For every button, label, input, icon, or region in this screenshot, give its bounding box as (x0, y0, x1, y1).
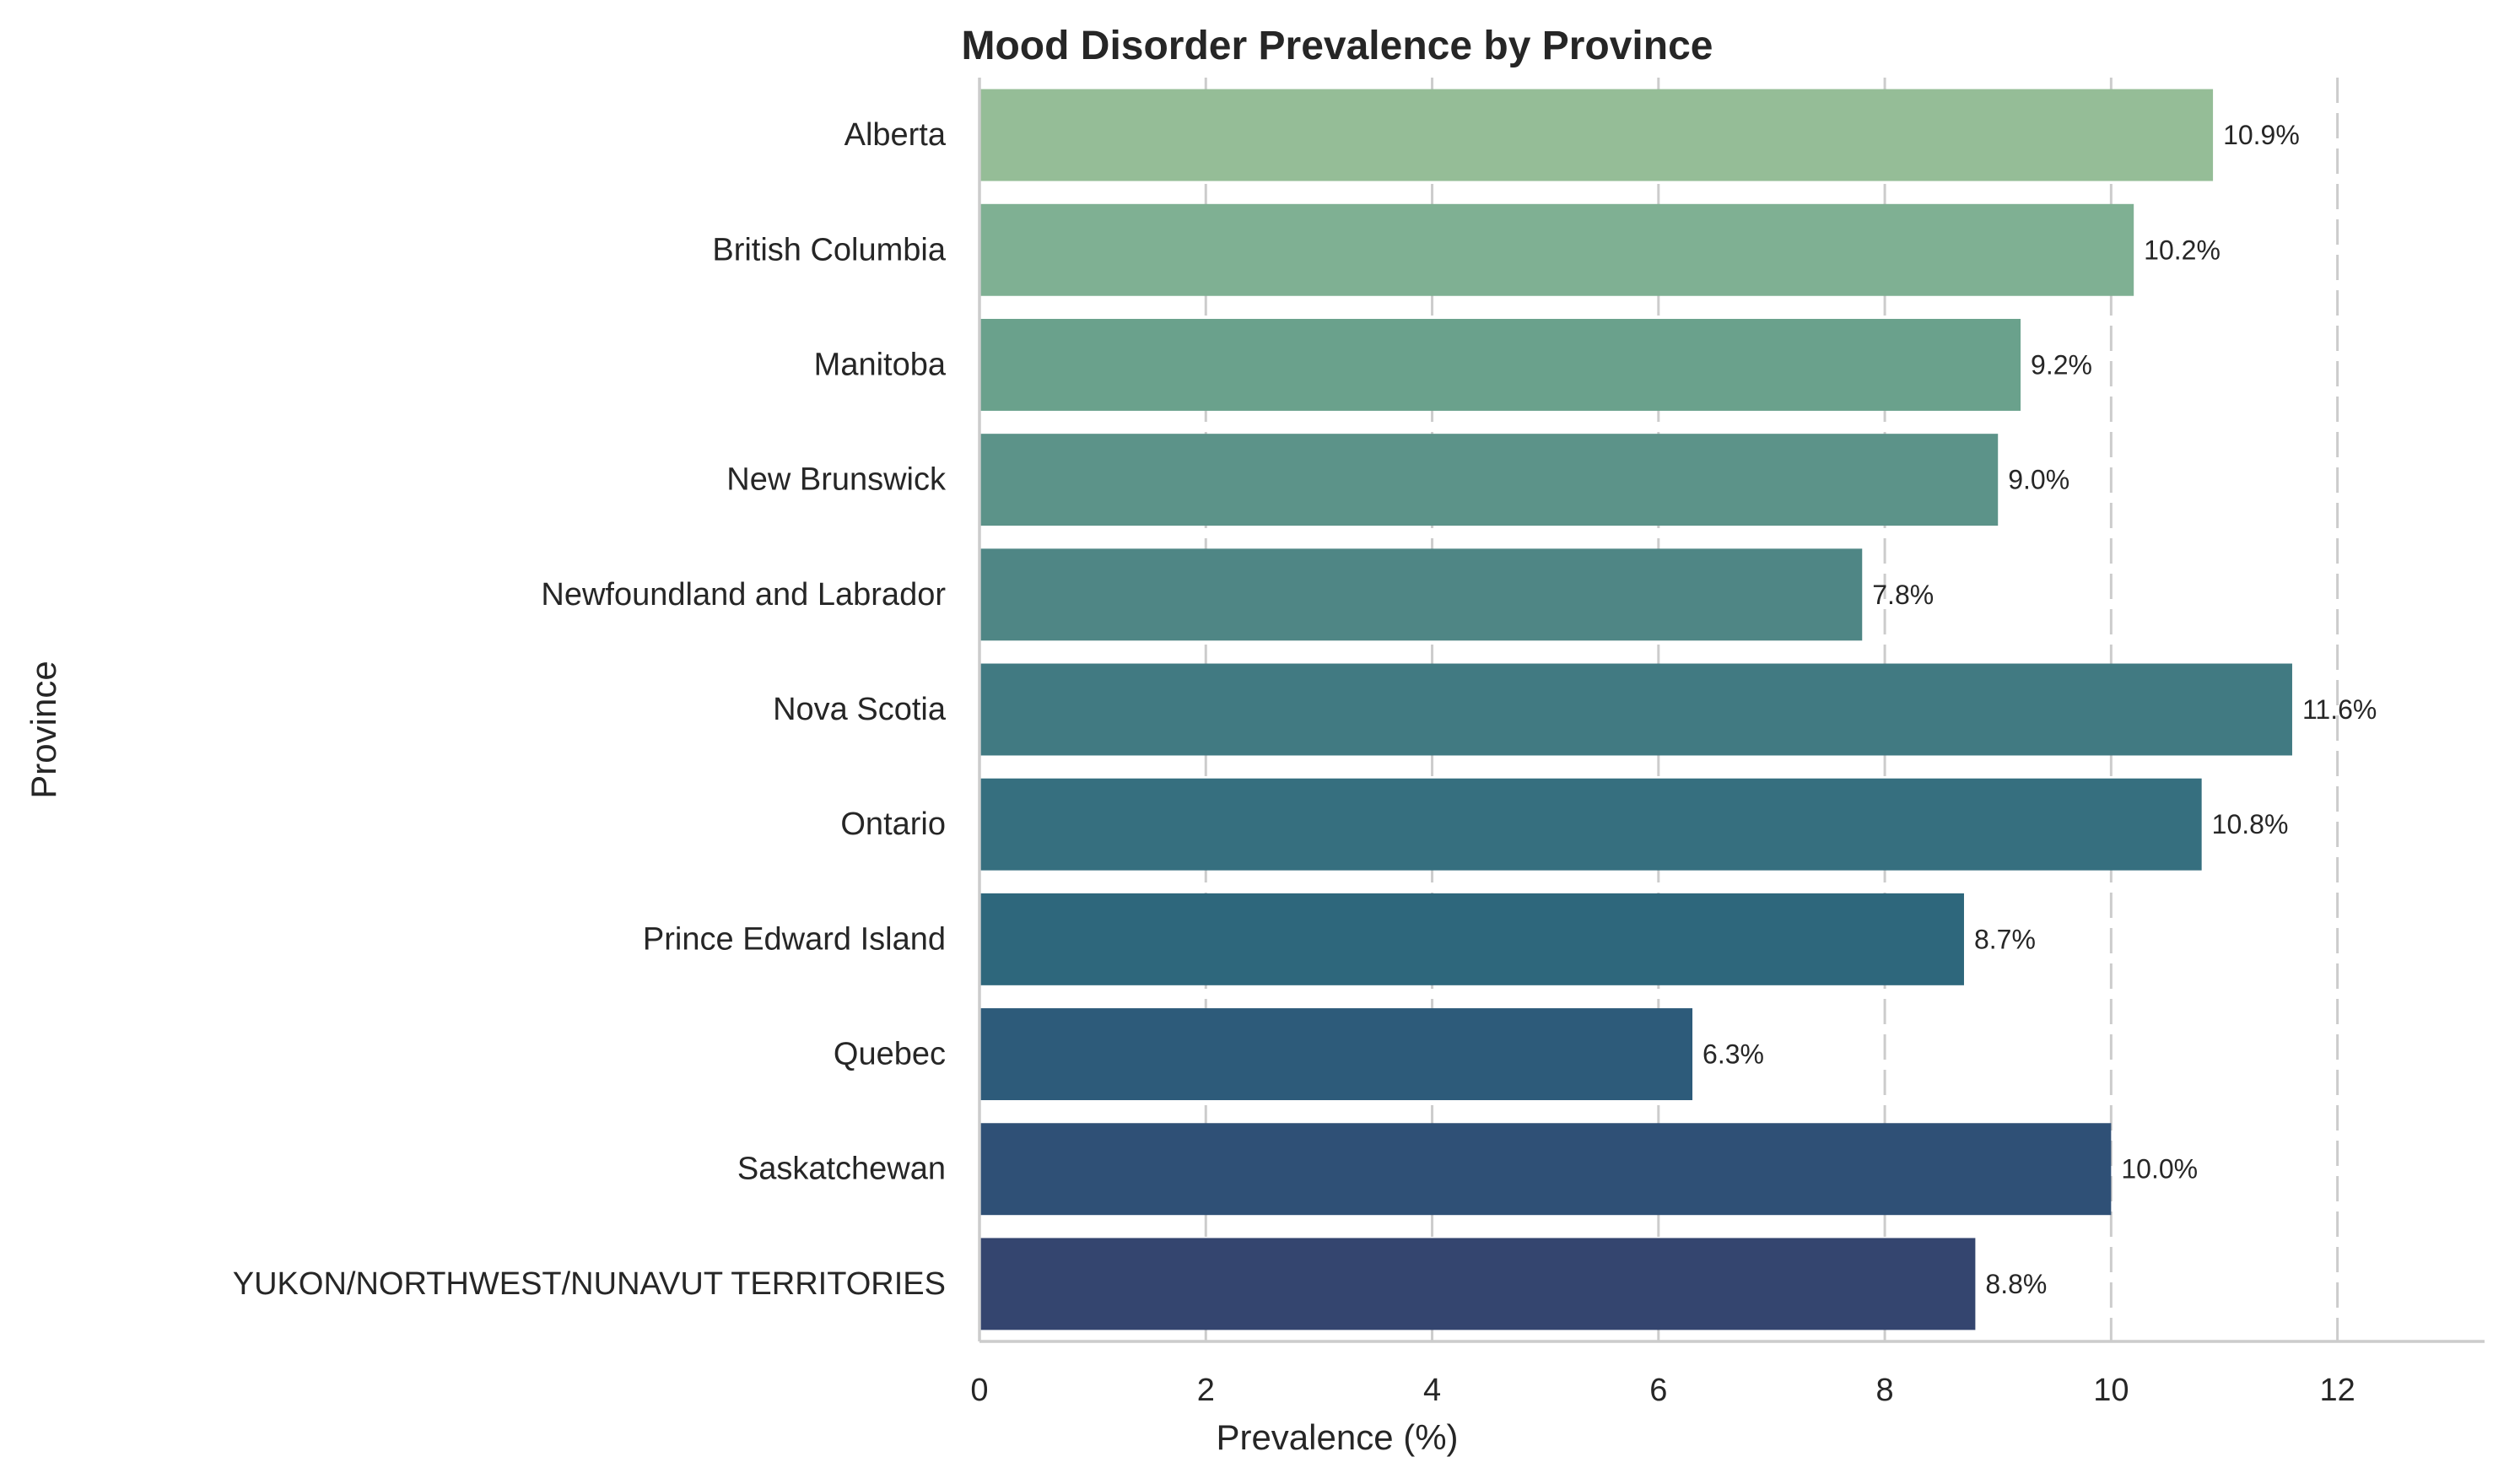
y-tick-label: YUKON/NORTHWEST/NUNAVUT TERRITORIES (233, 1266, 946, 1302)
bar (979, 1238, 1976, 1330)
axes (978, 78, 2485, 1343)
y-tick-label: Alberta (844, 117, 947, 153)
data-label: 10.0% (2121, 1154, 2198, 1185)
x-tick-label: 8 (1876, 1373, 1894, 1408)
y-tick-label: Newfoundland and Labrador (541, 577, 946, 612)
x-tick-label: 12 (2319, 1373, 2355, 1408)
data-label: 9.0% (2008, 465, 2069, 495)
bar (979, 434, 1999, 526)
bar (979, 1008, 1693, 1101)
bars (979, 89, 2292, 1330)
bar (979, 778, 2202, 871)
data-label: 7.8% (1872, 580, 1934, 610)
data-label: 6.3% (1702, 1039, 1764, 1070)
x-tick-label: 10 (2093, 1373, 2129, 1408)
y-tick-labels: Alberta British Columbia Manitoba New Bruns… (233, 117, 947, 1302)
data-label: 11.6% (2302, 694, 2377, 725)
y-tick-label: Prince Edward Island (643, 921, 946, 957)
y-tick-label: Nova Scotia (773, 692, 947, 727)
y-tick-label: Ontario (840, 807, 946, 842)
data-labels: 10.9% 10.2% 9.2% 9.0% 7.8% 11.6% 10.8% 8.7% 6.3%… (1702, 120, 2377, 1299)
bar (979, 663, 2292, 756)
y-tick-label: Quebec (834, 1037, 946, 1072)
y-tick-label: Saskatchewan (737, 1152, 946, 1187)
x-tick-labels: 0 2 4 6 8 10 12 (970, 1373, 2355, 1408)
x-tick-label: 0 (970, 1373, 988, 1408)
bar (979, 318, 2021, 411)
bar (979, 893, 1964, 985)
x-tick-label: 6 (1649, 1373, 1667, 1408)
y-tick-label: Manitoba (814, 347, 947, 382)
x-tick-label: 4 (1423, 1373, 1441, 1408)
data-label: 8.7% (1974, 924, 2036, 954)
x-axis-label: Prevalence (%) (1216, 1417, 1458, 1457)
data-label: 10.9% (2223, 120, 2300, 150)
bar (979, 548, 1863, 641)
y-tick-label: British Columbia (712, 232, 947, 267)
bar (979, 1123, 2112, 1216)
data-label: 10.2% (2144, 235, 2220, 265)
x-tick-label: 2 (1197, 1373, 1215, 1408)
data-label: 9.2% (2031, 349, 2092, 380)
y-tick-label: New Brunswick (726, 462, 947, 498)
bar (979, 89, 2214, 181)
bar (979, 203, 2134, 296)
y-axis-label: Province (24, 661, 63, 798)
data-label: 10.8% (2212, 809, 2289, 839)
chart-title: Mood Disorder Prevalence by Province (962, 24, 1713, 68)
data-label: 8.8% (1985, 1269, 2047, 1299)
